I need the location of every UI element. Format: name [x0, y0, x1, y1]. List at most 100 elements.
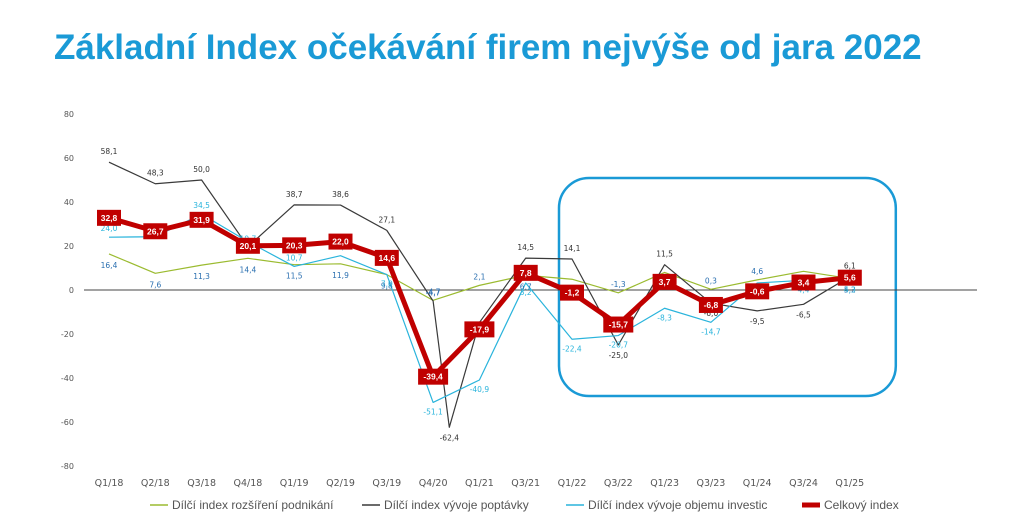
data-label: -62,4	[440, 433, 460, 442]
celkovy-value-box	[745, 283, 770, 300]
data-label: 14,1	[564, 244, 581, 253]
data-label: 7,0	[381, 280, 393, 289]
celkovy-value-label: 26,7	[147, 226, 164, 236]
celkovy-value-label: -17,9	[470, 324, 490, 334]
legend-label-2: Dílčí index vývoje poptávky	[384, 498, 529, 512]
data-label: 11,3	[193, 272, 210, 281]
x-tick-label: Q3/19	[372, 478, 401, 489]
data-label: 34,5	[193, 201, 210, 210]
data-label: 7,6	[149, 280, 161, 289]
x-tick-label: Q3/24	[789, 478, 818, 489]
legend-label-3: Dílčí index vývoje objemu investic	[588, 498, 767, 512]
data-label: 24,0	[101, 224, 118, 233]
celkovy-value-box	[143, 223, 168, 240]
data-label: -20,7	[609, 341, 629, 350]
celkovy-value-label: 3,4	[798, 278, 810, 288]
celkovy-value-box	[837, 269, 862, 286]
x-tick-label: Q3/21	[511, 478, 540, 489]
data-label: 4,3	[844, 286, 856, 295]
data-label: 0,3	[705, 276, 717, 285]
celkovy-value-label: -39,4	[423, 372, 443, 382]
data-label: 50,0	[193, 165, 210, 174]
y-tick-label: 60	[64, 154, 74, 163]
celkovy-value-box	[698, 296, 723, 313]
celkovy-value-box	[328, 233, 353, 250]
x-tick-label: Q1/23	[650, 478, 679, 489]
x-tick-label: Q3/22	[604, 478, 633, 489]
celkovy-value-box	[374, 249, 399, 266]
x-tick-label: Q3/18	[187, 478, 216, 489]
celkovy-value-box	[513, 264, 538, 281]
data-label: 14,5	[517, 243, 534, 252]
celkovy-value-box	[791, 274, 816, 291]
celkovy-value-label: -6,8	[704, 300, 719, 310]
celkovy-value-box	[560, 284, 584, 301]
data-label: -4,7	[426, 287, 441, 296]
x-tick-label: Q1/25	[835, 478, 864, 489]
celkovy-value-box	[418, 368, 449, 385]
data-label: -1,3	[611, 280, 626, 289]
series-line-3	[108, 213, 850, 404]
data-label: 16,4	[101, 261, 118, 270]
x-tick-label: Q4/20	[419, 478, 448, 489]
data-label: -51,1	[423, 407, 443, 416]
celkovy-value-label: -1,2	[565, 288, 580, 298]
celkovy-value-box	[282, 237, 307, 254]
x-tick-label: Q2/19	[326, 478, 355, 489]
celkovy-value-label: 7,8	[520, 268, 532, 278]
y-tick-label: 20	[64, 242, 74, 251]
data-label: -9,5	[750, 317, 765, 326]
celkovy-value-box	[97, 209, 121, 226]
data-label: 10,7	[286, 253, 303, 262]
x-tick-label: Q1/22	[558, 478, 587, 489]
celkovy-value-label: 31,9	[193, 215, 210, 225]
series-line-4	[108, 215, 851, 380]
celkovy-value-label: 5,6	[844, 273, 856, 283]
data-label: 6,1	[844, 262, 856, 271]
data-label: 38,7	[286, 190, 303, 199]
x-tick-label: Q1/21	[465, 478, 494, 489]
x-tick-label: Q4/18	[233, 478, 262, 489]
celkovy-value-label: 20,3	[286, 240, 303, 250]
y-tick-label: -80	[61, 462, 74, 471]
data-label: -6,5	[796, 310, 811, 319]
celkovy-value-box	[189, 211, 214, 228]
data-label: 5,2	[844, 286, 856, 295]
y-tick-label: 40	[64, 198, 74, 207]
data-label: 4,6	[751, 267, 763, 276]
data-label: -22,4	[562, 344, 582, 353]
data-label: -6,0	[704, 309, 719, 318]
celkovy-value-label: 32,8	[101, 213, 118, 223]
data-label: 11,5	[286, 272, 303, 281]
data-label: -8,3	[657, 313, 672, 322]
data-label: 38,6	[332, 190, 349, 199]
data-label: -25,0	[609, 351, 629, 360]
y-tick-label: -20	[61, 330, 74, 339]
celkovy-value-box	[603, 316, 634, 333]
x-tick-label: Q3/23	[696, 478, 725, 489]
x-tick-label: Q2/18	[141, 478, 170, 489]
data-label: 11,5	[656, 250, 673, 259]
x-tick-label: Q1/19	[280, 478, 309, 489]
y-tick-label: 80	[64, 110, 74, 119]
celkovy-value-label: 3,7	[659, 277, 671, 287]
celkovy-value-label: -0,6	[750, 286, 765, 296]
celkovy-value-label: 20,1	[240, 241, 257, 251]
x-tick-label: Q1/18	[95, 478, 124, 489]
data-label: -40,9	[470, 385, 490, 394]
celkovy-value-label: 22,0	[332, 237, 349, 247]
legend-label-1: Dílčí index rozšíření podnikání	[172, 498, 334, 512]
data-label: 14,4	[240, 265, 257, 274]
y-tick-label: 0	[69, 286, 74, 295]
chart-title: Základní Index očekávání firem nejvýše o…	[54, 28, 922, 67]
celkovy-value-box	[464, 321, 495, 338]
y-tick-label: -40	[61, 374, 74, 383]
data-label: -4,7	[426, 288, 441, 297]
celkovy-value-box	[652, 273, 677, 290]
legend-label-4: Celkový index	[824, 498, 899, 512]
data-label: 48,3	[147, 169, 164, 178]
celkovy-value-label: -15,7	[609, 320, 629, 330]
data-label: -14,7	[701, 327, 721, 336]
data-label: 11,9	[332, 271, 349, 280]
